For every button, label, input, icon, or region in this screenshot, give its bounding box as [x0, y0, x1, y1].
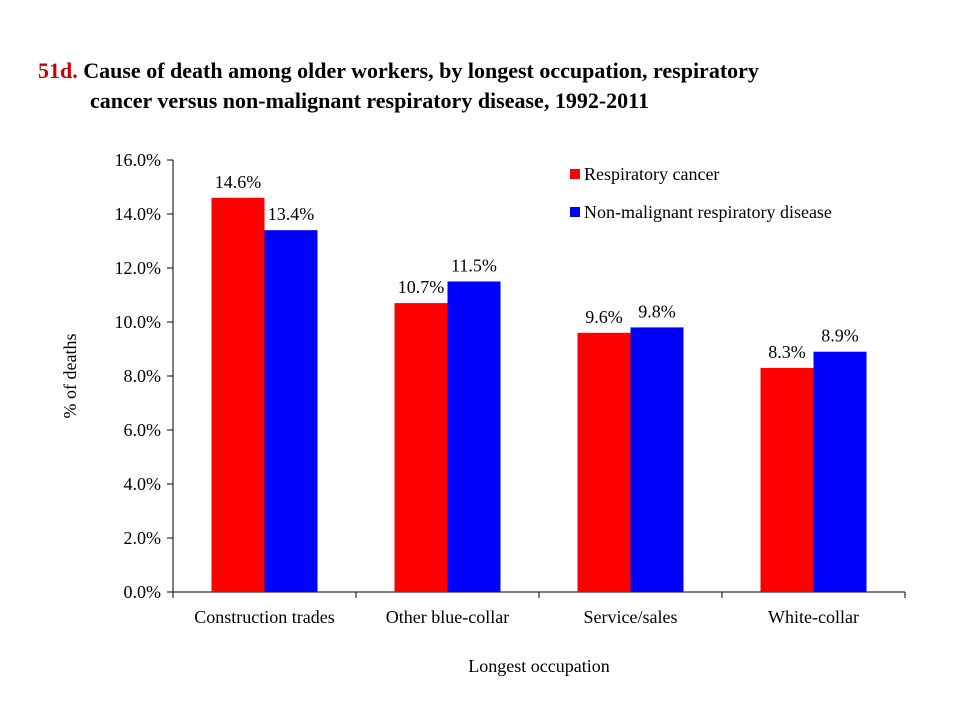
- data-label: 11.5%: [451, 256, 497, 276]
- data-label: 10.7%: [398, 277, 445, 297]
- legend-swatch: [570, 207, 580, 217]
- y-tick-label: 16.0%: [115, 150, 162, 170]
- bar: [447, 281, 501, 592]
- y-tick-label: 8.0%: [124, 366, 162, 386]
- data-label: 9.6%: [585, 307, 623, 327]
- data-label: 9.8%: [638, 301, 676, 321]
- title-line-2: cancer versus non-malignant respiratory …: [90, 88, 649, 113]
- data-label: 14.6%: [215, 172, 262, 192]
- y-tick-label: 14.0%: [115, 204, 162, 224]
- y-tick-label: 0.0%: [124, 582, 162, 602]
- x-tick-label: White-collar: [768, 607, 859, 627]
- data-label: 13.4%: [268, 204, 315, 224]
- legend-swatch: [570, 169, 580, 179]
- bar: [394, 303, 448, 592]
- y-tick-label: 10.0%: [115, 312, 162, 332]
- data-label: 8.3%: [768, 342, 806, 362]
- x-tick-label: Construction trades: [194, 607, 334, 627]
- bar: [630, 327, 684, 592]
- y-tick-label: 4.0%: [124, 474, 162, 494]
- figure-number: 51d.: [38, 58, 78, 83]
- y-axis-label: % of deaths: [60, 334, 80, 419]
- title-line-1: Cause of death among older workers, by l…: [83, 58, 759, 83]
- x-axis-label: Longest occupation: [468, 656, 609, 676]
- bar: [760, 367, 814, 592]
- y-tick-label: 2.0%: [124, 528, 162, 548]
- x-tick-label: Other blue-collar: [386, 607, 509, 627]
- chart-title: 51d. Cause of death among older workers,…: [38, 56, 938, 116]
- bar: [813, 351, 867, 592]
- y-tick-label: 12.0%: [115, 258, 162, 278]
- legend-label: Non-malignant respiratory disease: [584, 202, 832, 222]
- y-tick-label: 6.0%: [124, 420, 162, 440]
- bar: [264, 230, 318, 592]
- legend-label: Respiratory cancer: [584, 164, 719, 184]
- data-label: 8.9%: [821, 326, 859, 346]
- bar: [211, 197, 265, 593]
- x-tick-label: Service/sales: [584, 607, 678, 627]
- bar: [577, 332, 631, 592]
